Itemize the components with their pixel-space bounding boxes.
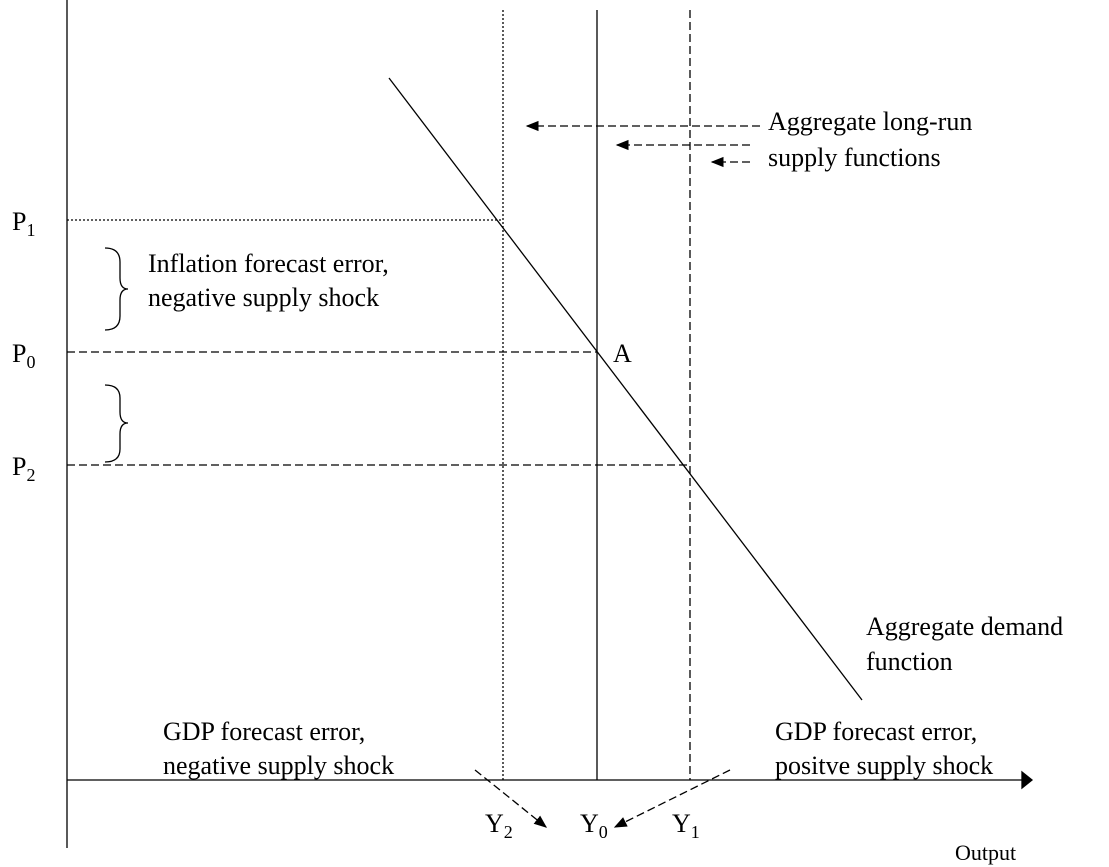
demand-line (388, 77, 863, 701)
annotations: Inflation forecast error, negative suppl… (148, 107, 1063, 780)
annotation: Aggregate long-run (768, 107, 972, 136)
price-lines (67, 219, 690, 466)
annotation: GDP forecast error, (163, 717, 365, 746)
y0: Y0 (580, 809, 608, 842)
y1: Y1 (672, 809, 700, 842)
annotation: function (866, 647, 953, 676)
p1: P1 (12, 207, 35, 240)
axis-labels: P1 P0 P2 Y2 Y0 Y1 A Output (12, 207, 1016, 865)
arrows (474, 120, 760, 828)
axes (66, 0, 1034, 848)
annotation: supply functions (768, 143, 941, 172)
annotation: positve supply shock (775, 751, 993, 780)
supply-lines (502, 10, 691, 780)
annotation: GDP forecast error, (775, 717, 977, 746)
y2: Y2 (485, 809, 513, 842)
annotation: Aggregate demand (866, 612, 1063, 641)
annotation: negative supply shock (163, 751, 394, 780)
annotation: negative supply shock (148, 283, 379, 312)
braces (104, 247, 129, 463)
annotation: Inflation forecast error, (148, 249, 389, 278)
p2: P2 (12, 452, 35, 485)
point-a: A (613, 339, 632, 368)
p0: P0 (12, 339, 35, 372)
x-axis-label: Output (955, 840, 1016, 865)
